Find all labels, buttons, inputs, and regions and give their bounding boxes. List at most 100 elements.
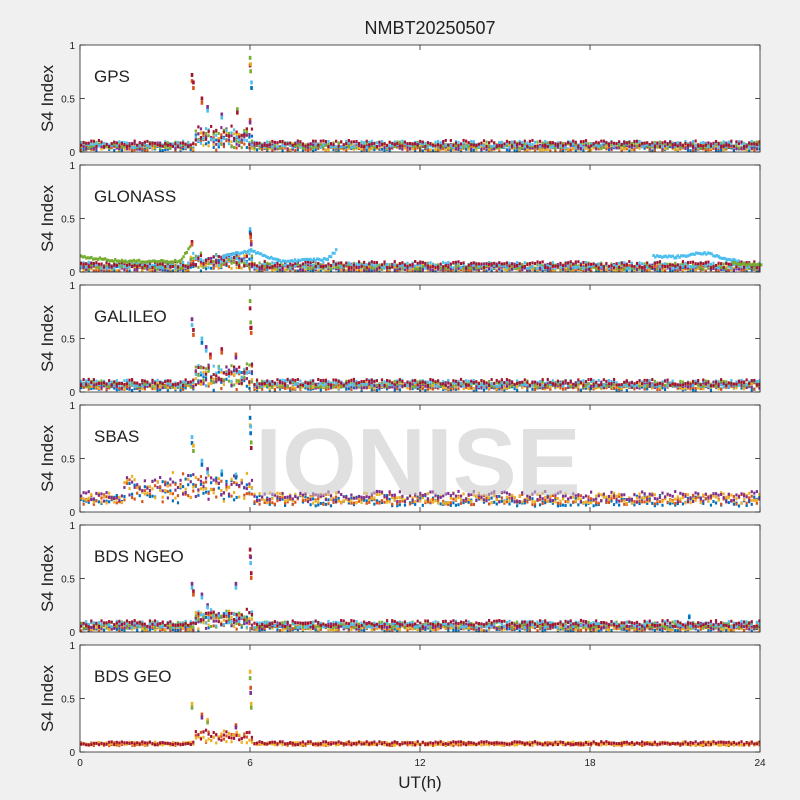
data-point bbox=[641, 145, 644, 149]
data-point bbox=[383, 146, 386, 150]
data-point bbox=[661, 267, 664, 271]
data-point bbox=[161, 386, 164, 390]
data-point bbox=[717, 261, 720, 265]
data-point bbox=[513, 142, 516, 146]
data-point bbox=[159, 262, 162, 266]
data-point bbox=[638, 139, 641, 143]
data-point bbox=[521, 146, 524, 150]
y-tick-label: 1 bbox=[69, 41, 75, 52]
data-point bbox=[679, 141, 682, 145]
data-point bbox=[245, 261, 248, 265]
data-point bbox=[686, 143, 690, 147]
data-point bbox=[365, 144, 368, 148]
track-point bbox=[85, 256, 88, 260]
data-point bbox=[273, 267, 276, 271]
data-point bbox=[674, 143, 677, 147]
data-point bbox=[131, 142, 134, 146]
data-point bbox=[278, 268, 282, 272]
data-point bbox=[396, 266, 399, 270]
data-point bbox=[250, 143, 254, 147]
data-point bbox=[189, 263, 192, 267]
data-point bbox=[373, 141, 376, 145]
data-point bbox=[447, 387, 450, 391]
track-point bbox=[652, 253, 655, 257]
data-point bbox=[215, 264, 218, 268]
data-point bbox=[539, 266, 542, 270]
data-point bbox=[426, 266, 429, 270]
data-point bbox=[347, 141, 350, 145]
data-point bbox=[503, 267, 506, 271]
data-point bbox=[108, 143, 111, 147]
data-point bbox=[732, 267, 735, 271]
data-point bbox=[146, 148, 149, 152]
data-point bbox=[276, 265, 279, 269]
data-point bbox=[322, 147, 325, 151]
data-point bbox=[337, 383, 340, 387]
data-point bbox=[255, 148, 259, 152]
data-point bbox=[508, 264, 511, 268]
data-point bbox=[572, 147, 575, 151]
data-point bbox=[510, 142, 514, 146]
data-point bbox=[128, 384, 131, 388]
track-point bbox=[125, 260, 129, 264]
data-point bbox=[373, 384, 376, 388]
data-point bbox=[220, 133, 223, 137]
data-point bbox=[380, 139, 384, 143]
data-point bbox=[189, 143, 192, 147]
data-point bbox=[100, 262, 103, 266]
data-point bbox=[411, 263, 414, 267]
data-point bbox=[702, 264, 705, 268]
data-point bbox=[386, 266, 389, 270]
data-point bbox=[408, 266, 412, 270]
data-point bbox=[133, 145, 136, 149]
data-point bbox=[587, 262, 590, 266]
data-point bbox=[166, 388, 169, 392]
data-point bbox=[184, 386, 187, 390]
data-point bbox=[416, 261, 419, 265]
data-point bbox=[125, 385, 129, 389]
data-point bbox=[199, 373, 203, 377]
track-point bbox=[733, 260, 736, 264]
data-point bbox=[452, 145, 455, 149]
data-point bbox=[656, 388, 659, 392]
data-point bbox=[212, 255, 215, 259]
data-point bbox=[544, 143, 547, 147]
data-point bbox=[95, 142, 98, 146]
data-point bbox=[592, 262, 595, 266]
data-point bbox=[255, 386, 259, 390]
data-point bbox=[212, 140, 215, 144]
data-point bbox=[488, 386, 491, 390]
data-point bbox=[115, 143, 118, 147]
data-point bbox=[625, 145, 628, 149]
data-point bbox=[709, 147, 713, 151]
data-point bbox=[531, 265, 534, 269]
data-point bbox=[174, 142, 177, 146]
data-point bbox=[625, 141, 628, 145]
data-point bbox=[707, 148, 710, 152]
data-point bbox=[488, 267, 491, 271]
data-point bbox=[248, 386, 251, 390]
track-point bbox=[753, 262, 756, 266]
data-point bbox=[357, 145, 361, 149]
data-point bbox=[612, 386, 616, 390]
data-point bbox=[92, 385, 95, 389]
data-point bbox=[635, 263, 639, 267]
data-point bbox=[380, 147, 384, 151]
data-point bbox=[82, 145, 85, 149]
data-point bbox=[370, 147, 373, 151]
data-point bbox=[533, 266, 537, 270]
data-point bbox=[378, 385, 381, 389]
track-point bbox=[120, 258, 124, 262]
data-point bbox=[521, 140, 524, 144]
data-point bbox=[235, 266, 238, 270]
data-point bbox=[189, 265, 192, 269]
data-point bbox=[686, 262, 690, 266]
data-point bbox=[284, 142, 287, 146]
data-point bbox=[202, 382, 205, 386]
data-point bbox=[753, 148, 756, 152]
data-point bbox=[475, 266, 478, 270]
data-point bbox=[709, 262, 713, 266]
data-point bbox=[528, 143, 531, 147]
data-point bbox=[717, 263, 720, 267]
